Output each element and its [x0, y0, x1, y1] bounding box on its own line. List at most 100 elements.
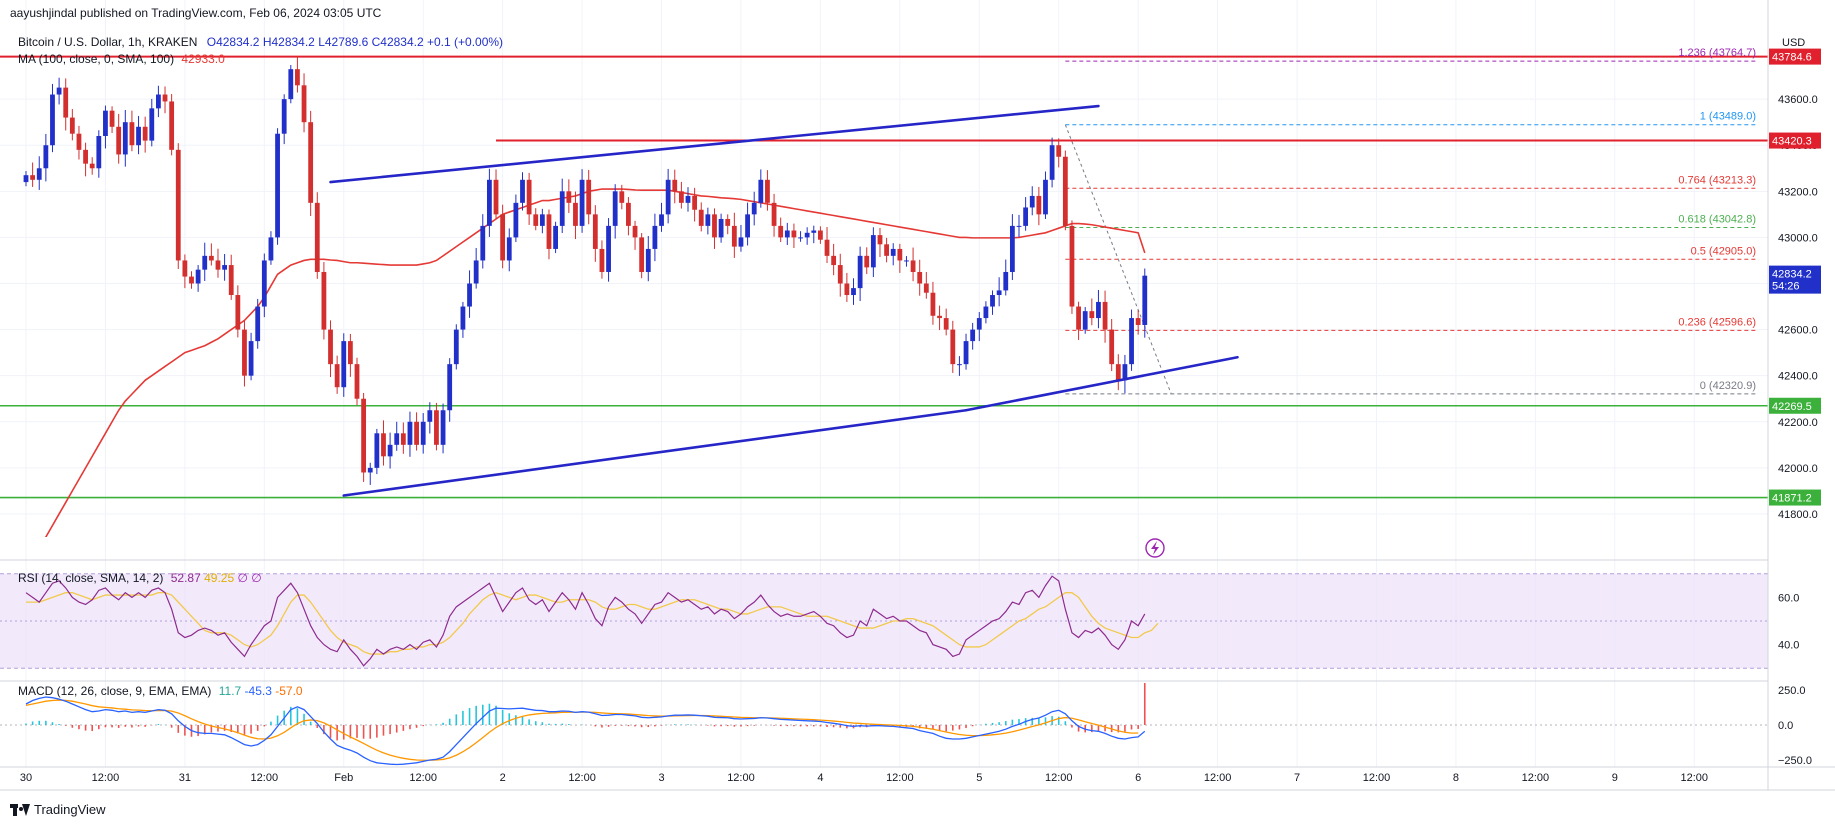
time-tick-label: 7 [1294, 772, 1300, 784]
publisher-line: aayushjindal published on TradingView.co… [10, 6, 382, 20]
candle [434, 402, 439, 451]
candle-body [440, 410, 446, 445]
candle-body [877, 235, 883, 245]
candle [1082, 307, 1088, 334]
candle [36, 156, 42, 190]
macd-legend[interactable]: MACD (12, 26, close, 9, EMA, EMA) 11.7 -… [18, 684, 303, 698]
candle [156, 85, 161, 118]
candle-body [467, 283, 472, 307]
candle-body [255, 306, 261, 342]
candle-body [573, 202, 578, 226]
candle [1003, 259, 1009, 296]
brand[interactable]: TradingView [10, 802, 106, 817]
rsi-tick-label: 40.0 [1778, 640, 1799, 652]
candle [202, 242, 208, 281]
candle [235, 285, 241, 338]
candle [910, 247, 916, 282]
candle [460, 301, 466, 338]
candle [771, 193, 777, 237]
candle-body [1129, 318, 1134, 365]
candle-body [824, 239, 830, 256]
candle-body [136, 126, 141, 146]
macd-tick-label: −250.0 [1778, 755, 1812, 767]
candle-body [394, 433, 400, 445]
candle [248, 332, 254, 381]
candle-body [248, 341, 254, 376]
candle-body [328, 329, 333, 365]
symbol-title[interactable]: Bitcoin / U.S. Dollar, 1h, KRAKEN [18, 35, 198, 49]
candle-body [308, 122, 314, 203]
candle-body [103, 110, 108, 137]
candle-body [1142, 275, 1148, 325]
candle-body [804, 232, 810, 238]
candle [837, 253, 843, 297]
candle [182, 254, 188, 289]
candle-body [592, 214, 598, 249]
candle-body [427, 410, 433, 422]
candle-body [652, 225, 658, 249]
candle-body [705, 214, 711, 226]
candle [63, 78, 69, 131]
candle [328, 320, 333, 378]
candle [533, 208, 539, 231]
candle-body [56, 87, 62, 95]
candle [1135, 310, 1141, 335]
candle [639, 233, 645, 279]
candle [189, 271, 194, 289]
rsi-legend-value: 52.87 [170, 571, 201, 585]
candle-body [453, 329, 459, 365]
candle [652, 213, 658, 262]
level-tag-label: 42269.5 [1772, 401, 1812, 413]
candle [1076, 301, 1081, 340]
candle-body [487, 179, 492, 226]
candle [573, 191, 578, 240]
candle-body [162, 94, 168, 102]
candle-body [884, 244, 889, 256]
candle [897, 243, 903, 273]
candle [559, 178, 565, 234]
candle [414, 412, 419, 451]
rsi-legend[interactable]: RSI (14, close, SMA, 14, 2) 52.87 49.25 … [18, 571, 262, 585]
candle [539, 208, 545, 234]
time-axis[interactable]: 30 12:00 31 12:00 Feb 12:00 2 12:00 3 12:00 4 12:00… [20, 772, 1708, 784]
candle [222, 254, 227, 281]
candle-body [553, 225, 558, 249]
candle-body [970, 329, 976, 342]
candle-body [69, 117, 75, 134]
candle-body [559, 191, 565, 226]
price-axis[interactable]: 41800.042000.042200.042400.042600.042800… [1778, 94, 1818, 521]
fibonacci-retracement: 1.236 (43764.7) 1 (43489.0) 0.764 (43213.3… [1064, 47, 1758, 395]
candle [1109, 318, 1115, 372]
flash-icon[interactable] [1145, 538, 1165, 558]
candle [1096, 289, 1101, 329]
macd-legend-macd: -45.3 [244, 684, 272, 698]
candle-body [685, 195, 691, 203]
candle [678, 181, 684, 209]
currency-label[interactable]: USD [1782, 37, 1806, 49]
time-tick-label: 3 [658, 772, 664, 784]
candle [877, 227, 883, 257]
ma-legend[interactable]: MA (100, close, 0, SMA, 100) 42933.0 [18, 52, 225, 66]
candle [857, 246, 863, 302]
candles [23, 56, 1148, 485]
candle [818, 226, 823, 244]
rsi-pane [25, 575, 1159, 667]
candle-body [1049, 145, 1055, 180]
candle [162, 86, 168, 114]
candle-body [897, 248, 903, 261]
candle-body [738, 237, 744, 247]
ma100-polyline [44, 188, 1146, 537]
candle-body [295, 69, 300, 86]
candle [751, 191, 757, 226]
candle-body [156, 94, 161, 109]
candle [731, 212, 737, 258]
candle-body [996, 290, 1002, 296]
candle [420, 413, 426, 454]
candle-body [242, 329, 247, 376]
candle [692, 187, 698, 222]
candle-body [718, 218, 724, 238]
candle-body [334, 364, 340, 388]
candle [103, 105, 108, 149]
candle-body [765, 179, 770, 203]
candle-body [1062, 156, 1068, 226]
